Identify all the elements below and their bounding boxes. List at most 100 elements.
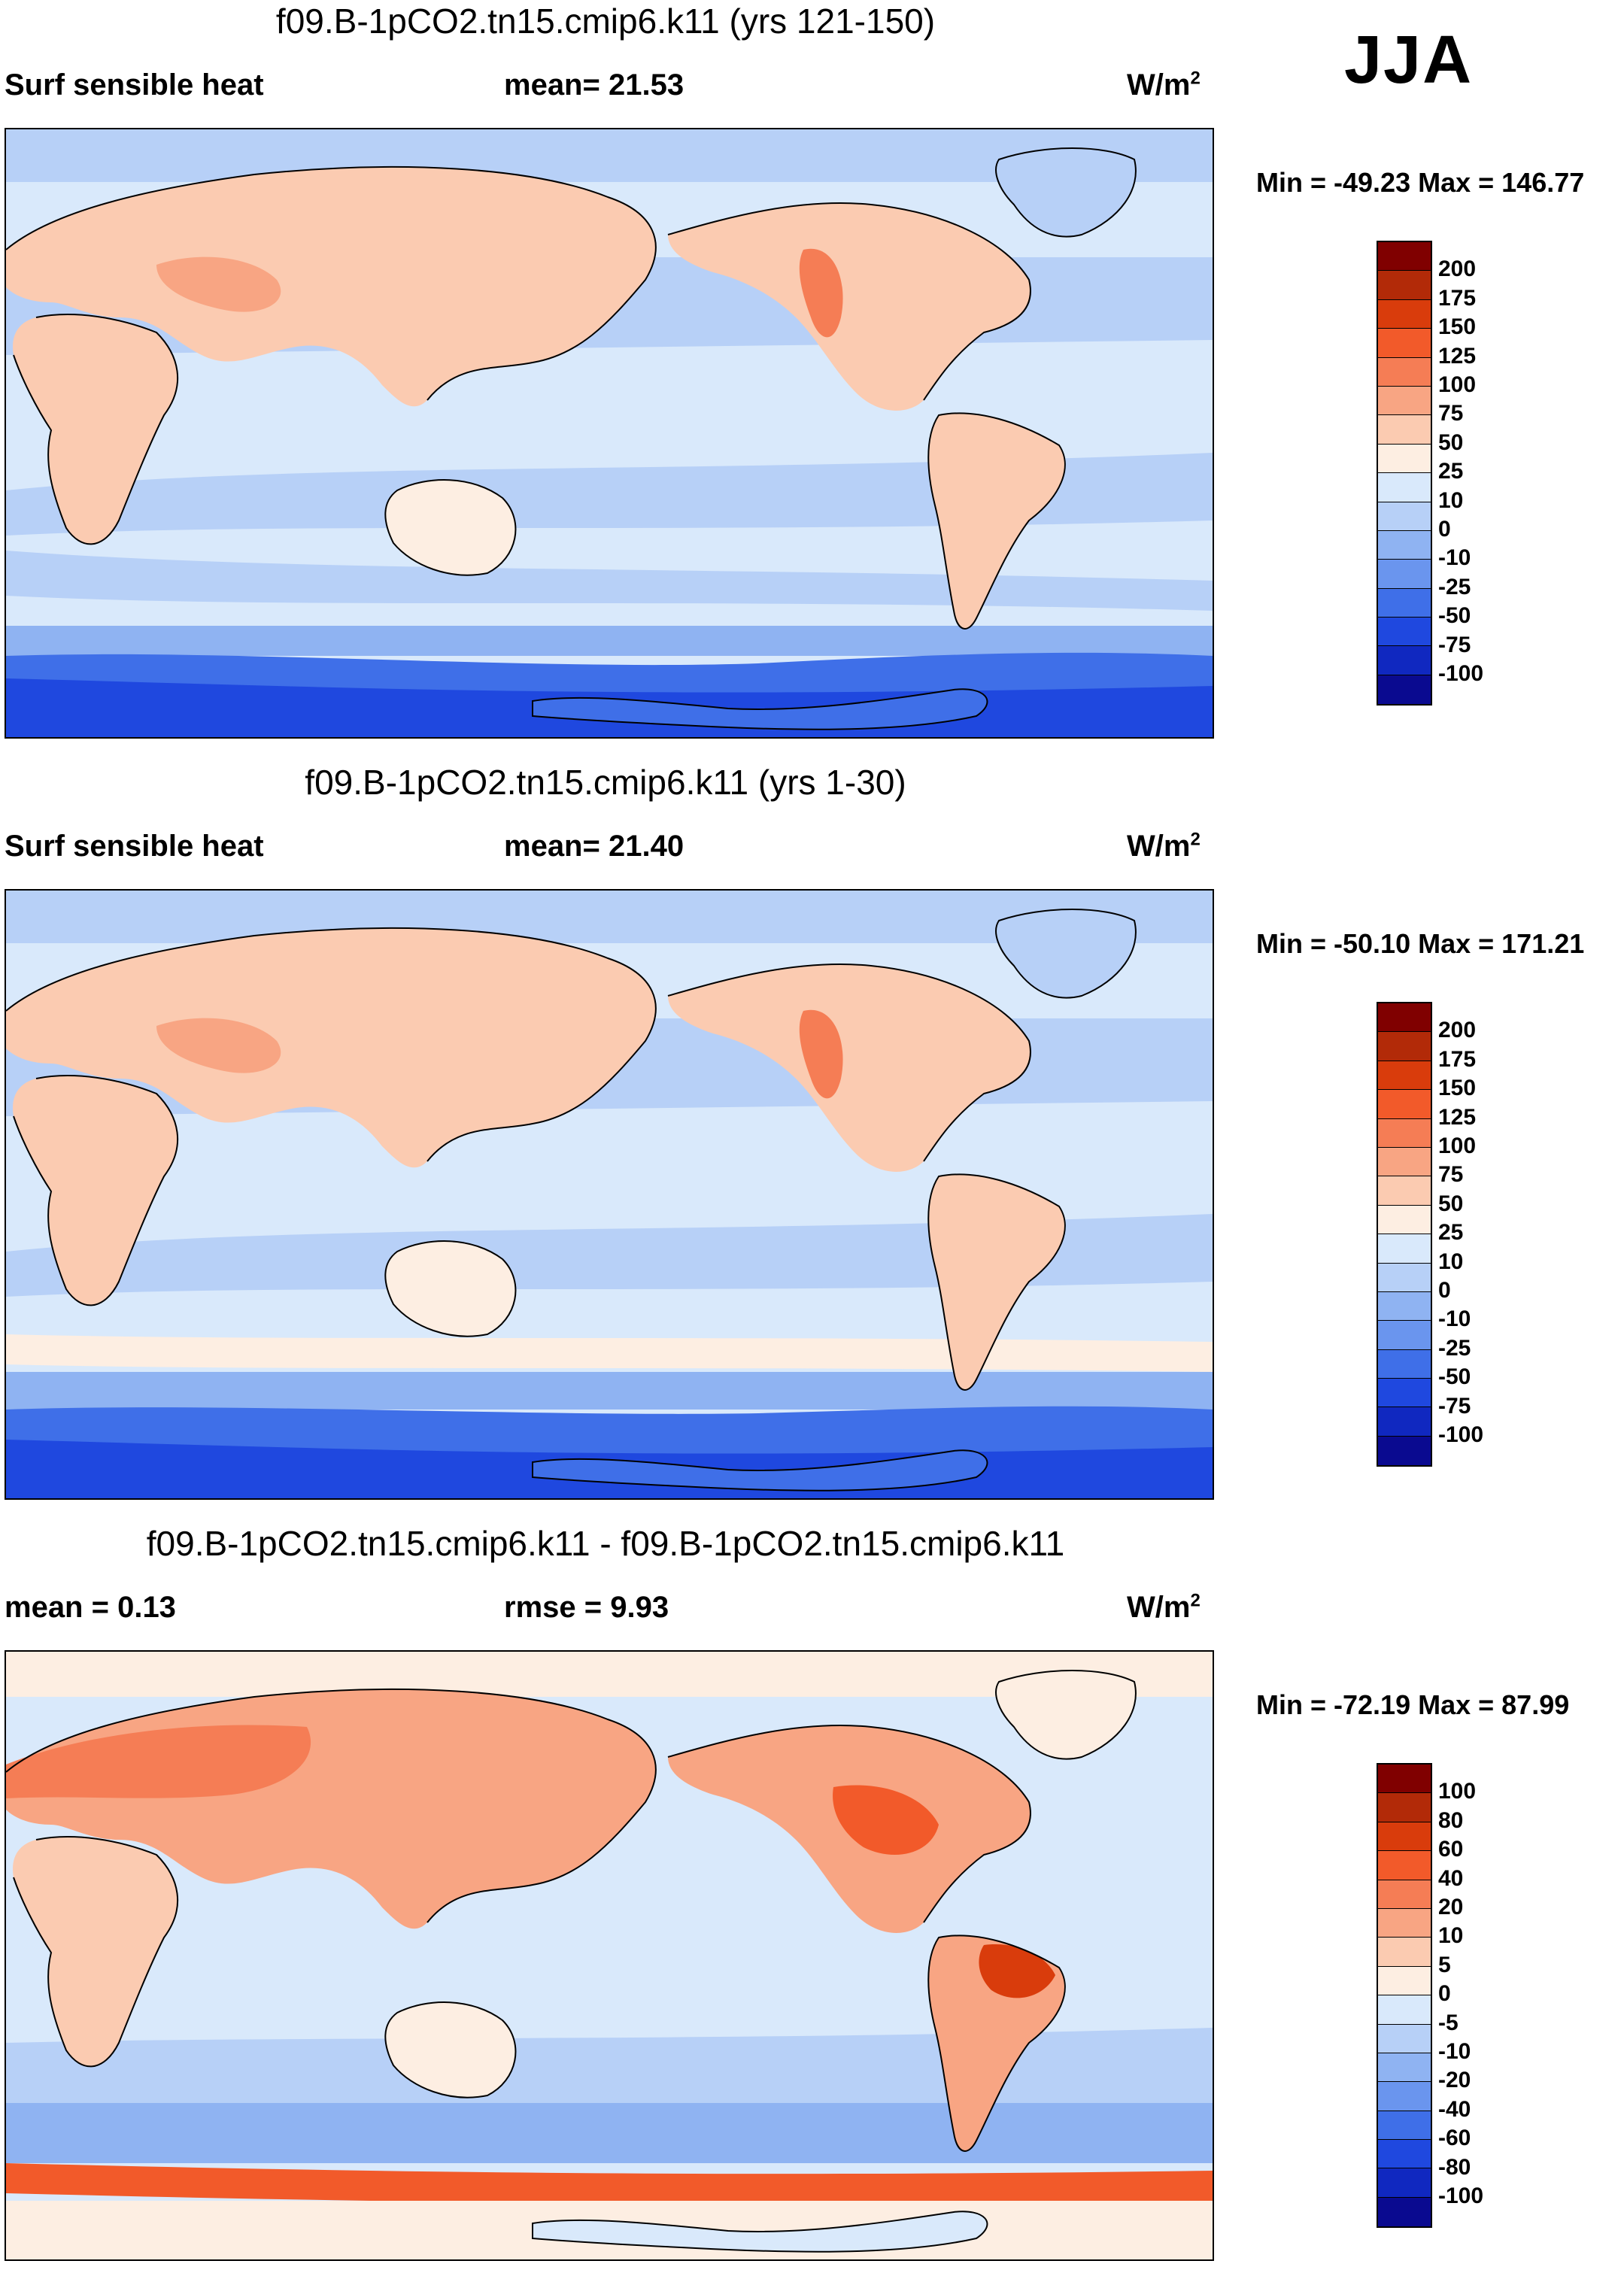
- colorbar-swatch: [1378, 1966, 1431, 1996]
- colorbar-label: 75: [1438, 1162, 1464, 1188]
- colorbar-swatch: [1378, 386, 1431, 416]
- colorbar-label: 20: [1438, 1895, 1464, 1919]
- colorbar-label: -5: [1438, 2010, 1459, 2035]
- colorbar-label: -10: [1438, 2039, 1471, 2064]
- colorbar-swatch: [1378, 473, 1431, 502]
- colorbar-label: -10: [1438, 1306, 1471, 1332]
- colorbar-swatch: [1378, 1908, 1431, 1938]
- colorbar-label: 175: [1438, 1046, 1477, 1072]
- colorbar-swatch: [1378, 1147, 1431, 1177]
- colorbar: [1377, 241, 1432, 706]
- colorbar-swatch: [1378, 1176, 1431, 1206]
- colorbar-label: -60: [1438, 2126, 1471, 2151]
- panel-difference: f09.B-1pCO2.tn15.cmip6.k11 - f09.B-1pCO2…: [0, 1522, 1624, 2282]
- colorbar-label: -25: [1438, 574, 1471, 599]
- colorbar-swatch: [1378, 1090, 1431, 1119]
- colorbar: [1377, 1002, 1432, 1467]
- colorbar-swatch: [1378, 1205, 1431, 1235]
- colorbar-swatch: [1378, 329, 1431, 358]
- colorbar-label: 100: [1438, 372, 1477, 397]
- colorbar-label: 75: [1438, 401, 1464, 426]
- colorbar-swatch: [1378, 618, 1431, 647]
- min-max-label: Min = -72.19 Max = 87.99: [1256, 1689, 1570, 1720]
- min-max-label: Min = -49.23 Max = 146.77: [1256, 167, 1585, 198]
- min-max-label: Min = -50.10 Max = 171.21: [1256, 928, 1585, 959]
- map-graphic: [6, 891, 1213, 1498]
- colorbar-swatch: [1378, 1032, 1431, 1061]
- colorbar-swatch: [1378, 444, 1431, 474]
- colorbar-swatch: [1378, 588, 1431, 618]
- colorbar-label: -40: [1438, 2096, 1471, 2122]
- colorbar-swatch: [1378, 1234, 1431, 1264]
- colorbar-swatch: [1378, 1321, 1431, 1350]
- panel-title: f09.B-1pCO2.tn15.cmip6.k11 - f09.B-1pCO2…: [146, 1524, 1065, 1563]
- colorbar-swatch: [1378, 2111, 1431, 2141]
- colorbar-label: 50: [1438, 1191, 1464, 1216]
- colorbar-label: 100: [1438, 1779, 1477, 1804]
- colorbar-swatch: [1378, 1938, 1431, 1967]
- colorbar-label: 25: [1438, 1220, 1464, 1246]
- mean-label: mean= 21.53: [504, 68, 685, 102]
- colorbar-label: -50: [1438, 1364, 1471, 1390]
- colorbar-swatch: [1378, 1003, 1431, 1033]
- world-map: [5, 1650, 1214, 2261]
- colorbar-swatch: [1378, 1349, 1431, 1379]
- colorbar-label: 10: [1438, 487, 1464, 513]
- mean-label: mean = 0.13: [5, 1591, 176, 1624]
- colorbar-swatch: [1378, 1995, 1431, 2025]
- unit-label: W/m2: [1127, 829, 1201, 863]
- colorbar-label: 150: [1438, 314, 1477, 340]
- colorbar-label: 0: [1438, 1278, 1451, 1303]
- colorbar-swatch: [1378, 242, 1431, 272]
- colorbar-label: -75: [1438, 1393, 1471, 1419]
- unit-label: W/m2: [1127, 1590, 1201, 1624]
- colorbar-swatch: [1378, 530, 1431, 560]
- colorbar-swatch: [1378, 415, 1431, 445]
- panel-title: f09.B-1pCO2.tn15.cmip6.k11 (yrs 121-150): [275, 2, 936, 41]
- variable-label: Surf sensible heat: [5, 68, 264, 102]
- world-map: [5, 128, 1214, 739]
- colorbar-label: 0: [1438, 1981, 1451, 2007]
- colorbar-swatch: [1378, 1436, 1431, 1466]
- colorbar-swatch: [1378, 2140, 1431, 2169]
- colorbar-label: 0: [1438, 517, 1451, 542]
- colorbar-swatch: [1378, 1118, 1431, 1148]
- colorbar-label: 150: [1438, 1076, 1477, 1101]
- colorbar-swatch: [1378, 646, 1431, 675]
- colorbar-label: 80: [1438, 1807, 1464, 1833]
- colorbar-label: 100: [1438, 1133, 1477, 1158]
- colorbar-swatch: [1378, 2168, 1431, 2198]
- colorbar-label: 5: [1438, 1952, 1451, 1977]
- colorbar-label: 200: [1438, 1018, 1477, 1043]
- panel-yrs-1-30: f09.B-1pCO2.tn15.cmip6.k11 (yrs 1-30) Su…: [0, 761, 1624, 1521]
- colorbar-swatch: [1378, 1880, 1431, 1909]
- colorbar-label: 125: [1438, 1104, 1477, 1130]
- colorbar-swatch: [1378, 1379, 1431, 1408]
- colorbar-swatch: [1378, 271, 1431, 300]
- season-label: JJA: [1344, 23, 1474, 98]
- colorbar-label: -100: [1438, 661, 1484, 686]
- colorbar-label: -100: [1438, 2183, 1484, 2208]
- panel-title: f09.B-1pCO2.tn15.cmip6.k11 (yrs 1-30): [305, 763, 906, 802]
- colorbar-label: -50: [1438, 603, 1471, 629]
- colorbar-label: 50: [1438, 429, 1464, 455]
- colorbar-swatch: [1378, 2024, 1431, 2053]
- colorbar-label: 10: [1438, 1923, 1464, 1949]
- variable-label: Surf sensible heat: [5, 830, 264, 863]
- colorbar-label: 40: [1438, 1865, 1464, 1891]
- colorbar-swatch: [1378, 675, 1431, 705]
- colorbar-label: 60: [1438, 1837, 1464, 1862]
- colorbar-swatch: [1378, 2197, 1431, 2227]
- colorbar-swatch: [1378, 1793, 1431, 1822]
- colorbar-label: 125: [1438, 343, 1477, 369]
- colorbar-swatch: [1378, 502, 1431, 531]
- colorbar-swatch: [1378, 1822, 1431, 1852]
- colorbar-label: -10: [1438, 545, 1471, 571]
- map-graphic: [6, 129, 1213, 737]
- colorbar-swatch: [1378, 1263, 1431, 1292]
- colorbar-swatch: [1378, 1851, 1431, 1880]
- colorbar-label: 200: [1438, 256, 1477, 282]
- colorbar-swatch: [1378, 1061, 1431, 1091]
- colorbar-label: -80: [1438, 2154, 1471, 2180]
- map-graphic: [6, 1652, 1213, 2259]
